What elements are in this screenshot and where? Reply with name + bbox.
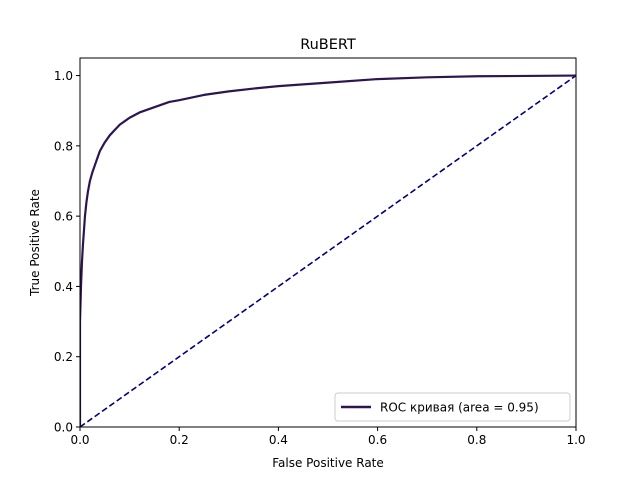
y-tick-label: 1.0 [54, 69, 73, 83]
x-tick-label: 0.2 [170, 433, 189, 447]
x-tick-label: 0.4 [269, 433, 288, 447]
y-tick-label: 0.6 [54, 210, 73, 224]
x-tick-label: 0.0 [70, 433, 89, 447]
roc-curve-line [80, 74, 576, 427]
y-tick-label: 0.8 [54, 139, 73, 153]
diagonal-reference-line [80, 74, 576, 427]
y-axis-ticks: 0.0 0.2 0.4 0.6 0.8 1.0 [54, 69, 80, 435]
legend-label: ROC кривая (area = 0.95) [380, 401, 539, 415]
series-layer [80, 74, 576, 427]
y-axis-label: True Positive Rate [28, 189, 42, 297]
x-axis-label: False Positive Rate [272, 456, 384, 470]
y-tick-label: 0.0 [54, 421, 73, 435]
plot-frame [79, 57, 577, 428]
x-axis-ticks: 0.0 0.2 0.4 0.6 0.8 1.0 [70, 427, 586, 447]
legend-box [334, 392, 571, 422]
y-tick-label: 0.2 [54, 350, 73, 364]
x-tick-label: 1.0 [566, 433, 585, 447]
y-tick-label: 0.4 [54, 280, 73, 294]
chart-title: RuBERT [300, 37, 356, 53]
x-tick-label: 0.8 [467, 433, 486, 447]
x-tick-label: 0.6 [368, 433, 387, 447]
legend: ROC кривая (area = 0.95) [334, 392, 571, 422]
